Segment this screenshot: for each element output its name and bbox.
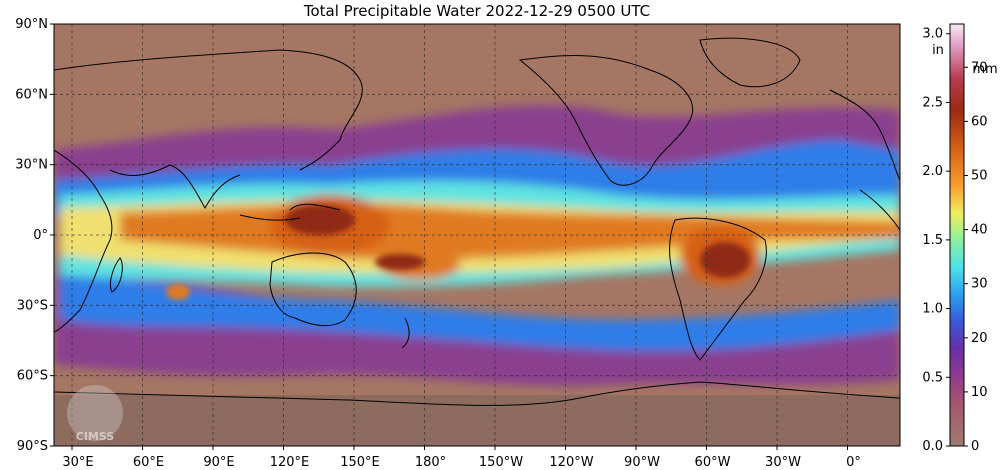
lat-tick-label: 60°N xyxy=(15,87,48,102)
cimss-logo: CIMSS xyxy=(67,385,123,443)
colorbar-gradient xyxy=(949,23,965,447)
lon-tick-label: 120°W xyxy=(549,455,593,470)
colorbar-mm-label: 0 xyxy=(971,439,979,454)
lon-tick-label: 0° xyxy=(846,455,861,470)
arctic-dry xyxy=(54,24,900,64)
coastline-antarctica xyxy=(54,381,900,406)
coastline-west-africa xyxy=(859,189,900,231)
lat-tick-label: 30°N xyxy=(15,158,48,173)
graticule xyxy=(54,24,900,446)
lon-tick-label: 90°E xyxy=(203,455,234,470)
colorbar-mm-label: 70 xyxy=(971,60,988,75)
colorbar-in-label: 0.5 xyxy=(922,370,943,385)
coastline-india xyxy=(109,164,241,210)
colorbar-mm-label: 30 xyxy=(971,277,988,292)
lon-axis: 30°E 60°E 90°E 120°E 150°E 180° 150°W 120°W 90°W… xyxy=(62,446,861,470)
colorbar-in-label: 2.0 xyxy=(922,164,943,179)
colorbar-mm-label: 20 xyxy=(971,331,988,346)
coastline-north-america xyxy=(518,55,694,186)
colorbar-in-label: 1.5 xyxy=(922,233,943,248)
lat-tick-label: 30°S xyxy=(17,298,48,313)
blue-band-south xyxy=(60,270,900,352)
coastline-eurasia xyxy=(54,49,363,171)
core-south-america xyxy=(700,242,750,278)
antarctic-dry xyxy=(54,395,900,446)
colorbar-mm-label: 50 xyxy=(971,168,988,183)
lat-tick-label: 90°S xyxy=(17,439,48,454)
lon-tick-label: 60°E xyxy=(133,455,164,470)
colorbar-mm-label: 40 xyxy=(971,223,988,238)
colorbar-mm-unit: mm xyxy=(972,62,997,77)
coastline-indonesia xyxy=(239,203,341,221)
colorbar-in-label: 2.5 xyxy=(922,95,943,110)
logo-text: CIMSS xyxy=(76,430,115,443)
coastline-new-zealand xyxy=(401,317,410,349)
core-maritime xyxy=(285,205,355,235)
coastline-africa xyxy=(54,149,113,333)
moisture-field xyxy=(54,105,900,386)
lon-tick-label: 30°E xyxy=(62,455,93,470)
tpw-map: CIMSS xyxy=(54,24,900,446)
core-pacific xyxy=(375,254,425,270)
coastline-south-america xyxy=(669,217,767,361)
logo-globe xyxy=(67,385,123,441)
lon-tick-label: 150°W xyxy=(479,455,523,470)
colorbar-mm-ticks: 0 10 20 30 40 50 60 70 xyxy=(964,60,988,454)
lon-tick-label: 90°W xyxy=(624,455,660,470)
colorbar-mm-label: 10 xyxy=(971,385,988,400)
map-title: Total Precipitable Water 2022-12-29 0500… xyxy=(303,2,650,20)
lon-tick-label: 180° xyxy=(415,455,446,470)
lon-tick-label: 60°W xyxy=(695,455,731,470)
colorbar-in-label: 3.0 xyxy=(922,27,943,42)
lat-tick-label: 0° xyxy=(33,228,48,243)
colorbar-in-label: 1.0 xyxy=(922,302,943,317)
colorbar-in-label: 0.0 xyxy=(922,439,943,454)
lon-tick-label: 120°E xyxy=(270,455,310,470)
colorbar-mm-label: 60 xyxy=(971,114,988,129)
lat-tick-label: 90°N xyxy=(15,17,48,32)
coastline-greenland xyxy=(699,37,801,88)
lon-tick-label: 30°W xyxy=(765,455,801,470)
coastline-australia xyxy=(269,252,357,327)
coastline-madagascar xyxy=(109,257,123,293)
colorbar-in-unit: in xyxy=(932,43,944,58)
lat-axis: 90°N 60°N 30°N 0° 30°S 60°S 90°S xyxy=(15,17,54,454)
colorbar: 0.0 0.5 1.0 1.5 2.0 2.5 3.0 0 10 20 30 40 50 60 70 in… xyxy=(922,23,998,454)
colorbar-in-ticks: 0.0 0.5 1.0 1.5 2.0 2.5 3.0 xyxy=(922,27,950,454)
lat-tick-label: 60°S xyxy=(17,369,48,384)
coastlines xyxy=(54,37,900,406)
lon-tick-label: 150°E xyxy=(340,455,380,470)
core-madagascar xyxy=(166,284,190,300)
coastline-europe xyxy=(829,89,900,181)
moisture-core xyxy=(166,205,750,300)
